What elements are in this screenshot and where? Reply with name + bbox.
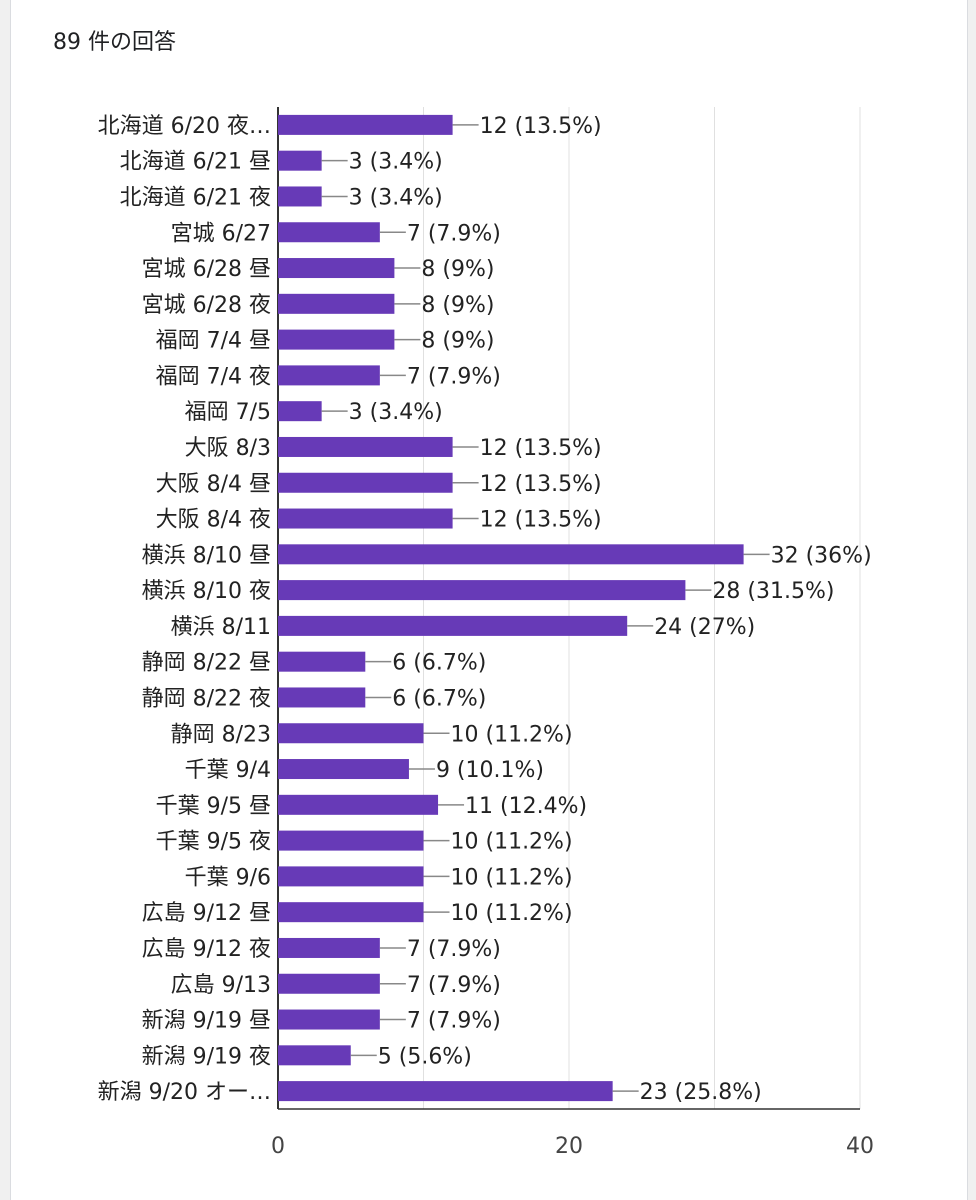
data-label: 23 (25.8%) <box>640 1080 762 1105</box>
category-label: 千葉 9/5 昼 <box>156 794 271 819</box>
bar <box>278 258 395 279</box>
category-label: 広島 9/13 <box>171 973 271 998</box>
category-label: 宮城 6/28 夜 <box>142 293 271 318</box>
bar <box>278 973 380 994</box>
data-label: 32 (36%) <box>771 543 872 568</box>
bar <box>278 1009 380 1030</box>
bar <box>278 937 380 958</box>
data-label: 12 (13.5%) <box>480 436 602 461</box>
bar <box>278 1081 613 1102</box>
category-label: 北海道 6/20 夜… <box>98 114 271 139</box>
bar <box>278 723 424 744</box>
data-label: 3 (3.4%) <box>349 400 443 425</box>
x-tick-label: 0 <box>271 1134 285 1159</box>
category-label: 広島 9/12 夜 <box>142 937 271 962</box>
data-label: 10 (11.2%) <box>451 865 573 890</box>
bar <box>278 401 322 422</box>
category-label: 北海道 6/21 昼 <box>120 150 271 175</box>
x-tick-label: 40 <box>846 1134 874 1159</box>
bar <box>278 222 380 243</box>
bar <box>278 759 409 780</box>
category-label: 福岡 7/5 <box>185 400 271 425</box>
category-label: 北海道 6/21 夜 <box>120 185 271 210</box>
bar <box>278 150 322 171</box>
bar <box>278 830 424 851</box>
data-label: 12 (13.5%) <box>480 472 602 497</box>
category-label: 広島 9/12 昼 <box>142 901 271 926</box>
bar <box>278 1045 351 1066</box>
bar <box>278 794 439 815</box>
data-label: 7 (7.9%) <box>407 221 501 246</box>
bar <box>278 902 424 923</box>
bar <box>278 687 366 708</box>
data-label: 12 (13.5%) <box>480 114 602 139</box>
category-label: 大阪 8/4 昼 <box>156 472 271 497</box>
bar <box>278 615 628 636</box>
data-label: 24 (27%) <box>654 615 755 640</box>
bar <box>278 329 395 350</box>
data-label: 9 (10.1%) <box>436 758 544 783</box>
bar <box>278 472 453 493</box>
category-label: 横浜 8/11 <box>171 615 271 640</box>
data-label: 7 (7.9%) <box>407 364 501 389</box>
response-count: 89 件の回答 <box>53 30 176 55</box>
bar <box>278 866 424 887</box>
bar <box>278 544 744 565</box>
category-label: 静岡 8/22 夜 <box>142 686 271 711</box>
category-label: 福岡 7/4 夜 <box>156 364 271 389</box>
data-label: 10 (11.2%) <box>451 830 573 855</box>
category-label: 福岡 7/4 昼 <box>156 329 271 354</box>
category-label: 千葉 9/4 <box>185 758 271 783</box>
data-label: 28 (31.5%) <box>712 579 834 604</box>
category-label: 新潟 9/19 昼 <box>142 1009 271 1034</box>
data-label: 11 (12.4%) <box>465 794 587 819</box>
category-label: 新潟 9/20 オー… <box>98 1080 271 1105</box>
data-label: 10 (11.2%) <box>451 901 573 926</box>
bar <box>278 580 686 601</box>
data-label: 12 (13.5%) <box>480 508 602 533</box>
category-label: 横浜 8/10 夜 <box>142 579 271 604</box>
data-label: 3 (3.4%) <box>349 185 443 210</box>
bar <box>278 508 453 529</box>
category-label: 新潟 9/19 夜 <box>142 1044 271 1069</box>
category-label: 宮城 6/28 昼 <box>142 257 271 282</box>
category-label: 千葉 9/5 夜 <box>156 830 271 855</box>
data-label: 7 (7.9%) <box>407 973 501 998</box>
data-label: 6 (6.7%) <box>392 651 486 676</box>
bar <box>278 651 366 672</box>
bar <box>278 436 453 457</box>
category-label: 横浜 8/10 昼 <box>142 543 271 568</box>
category-label: 宮城 6/27 <box>171 221 271 246</box>
category-label: 静岡 8/22 昼 <box>142 651 271 676</box>
data-label: 3 (3.4%) <box>349 150 443 175</box>
data-label: 8 (9%) <box>421 257 494 282</box>
x-tick-label: 20 <box>555 1134 583 1159</box>
data-label: 8 (9%) <box>421 329 494 354</box>
bar <box>278 365 380 386</box>
data-label: 7 (7.9%) <box>407 937 501 962</box>
bar <box>278 293 395 314</box>
bar <box>278 186 322 207</box>
data-label: 10 (11.2%) <box>451 722 573 747</box>
data-label: 7 (7.9%) <box>407 1009 501 1034</box>
category-label: 千葉 9/6 <box>185 865 271 890</box>
data-label: 5 (5.6%) <box>378 1044 472 1069</box>
data-label: 6 (6.7%) <box>392 686 486 711</box>
category-label: 大阪 8/3 <box>185 436 271 461</box>
bar <box>278 114 453 135</box>
category-label: 大阪 8/4 夜 <box>156 508 271 533</box>
category-label: 静岡 8/23 <box>171 722 271 747</box>
data-label: 8 (9%) <box>421 293 494 318</box>
